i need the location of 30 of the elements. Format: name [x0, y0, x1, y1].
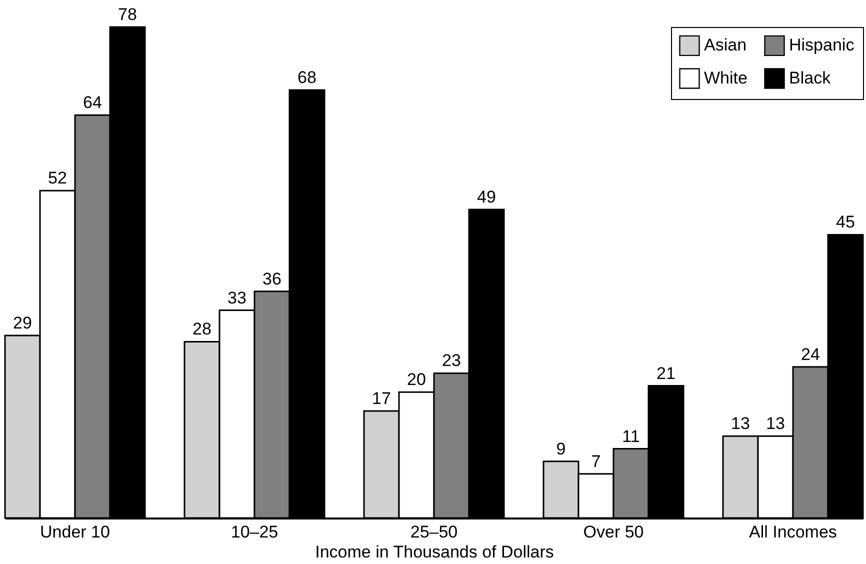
x-tick-label: Over 50: [583, 522, 644, 542]
data-label: 13: [766, 414, 785, 434]
data-label: 49: [477, 188, 496, 207]
legend-label: Hispanic: [789, 36, 855, 55]
data-label: 7: [591, 452, 601, 471]
data-label: 78: [118, 5, 137, 24]
data-label: 64: [83, 93, 102, 112]
data-label: 13: [731, 414, 750, 434]
data-label: 23: [442, 351, 461, 370]
x-axis-title: Income in Thousands of Dollars: [315, 542, 554, 562]
legend-label: Asian: [704, 36, 747, 55]
data-label: 28: [192, 320, 212, 339]
legend-label: Black: [789, 68, 832, 88]
data-label: 52: [48, 168, 67, 188]
data-label: 36: [262, 269, 282, 288]
data-label: 11: [622, 426, 640, 446]
data-label: 9: [556, 439, 566, 458]
data-label: 29: [13, 313, 32, 332]
data-label: 20: [407, 370, 426, 390]
data-label: 24: [801, 344, 820, 364]
x-tick-label: Under 10: [40, 522, 110, 542]
x-tick-label: 25–50: [410, 522, 458, 542]
x-tick-label: All Incomes: [749, 522, 837, 542]
data-label: 21: [656, 364, 676, 383]
legend-label: White: [704, 68, 748, 88]
data-label: 17: [372, 388, 391, 408]
data-label: 68: [298, 68, 316, 87]
data-label: 33: [228, 288, 246, 308]
x-tick-label: 10–25: [230, 522, 278, 542]
data-label: 45: [836, 212, 855, 232]
